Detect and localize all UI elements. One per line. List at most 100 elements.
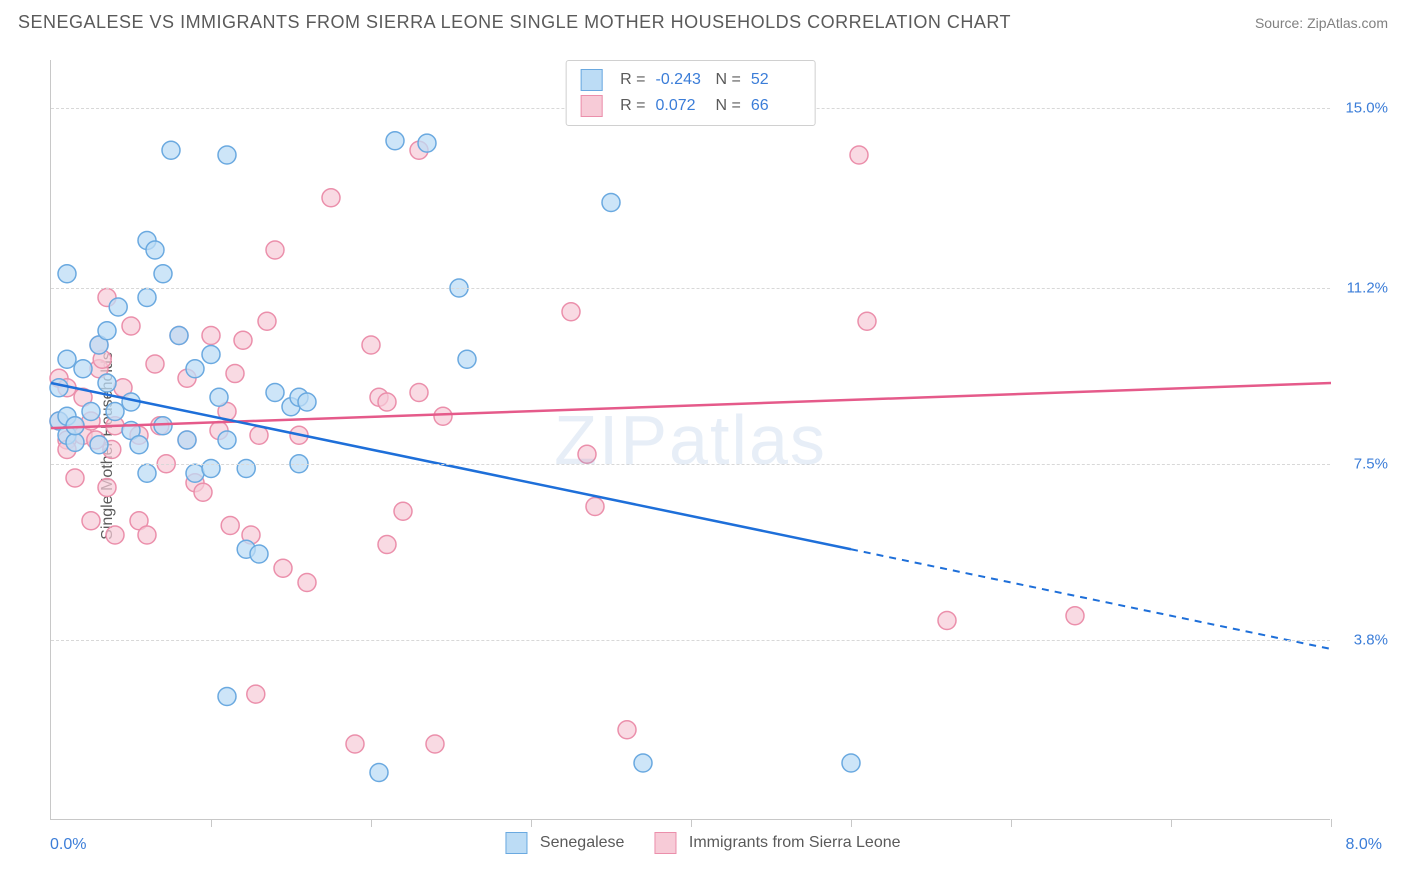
legend-swatch-bottom-b	[654, 832, 676, 854]
series-legend: Senegalese Immigrants from Sierra Leone	[505, 832, 900, 854]
n-value-b: 66	[751, 97, 801, 115]
r-value-b: 0.072	[656, 97, 706, 115]
data-point	[109, 298, 127, 316]
data-point	[98, 479, 116, 497]
data-point	[186, 360, 204, 378]
x-tick	[531, 819, 532, 827]
data-point	[202, 346, 220, 364]
data-point	[362, 336, 380, 354]
series-name-a: Senegalese	[540, 834, 625, 851]
legend-row-a: R = -0.243 N = 52	[580, 67, 801, 93]
data-point	[170, 327, 188, 345]
data-point	[586, 498, 604, 516]
data-point	[434, 407, 452, 425]
data-point	[298, 574, 316, 592]
data-point	[247, 685, 265, 703]
x-tick	[851, 819, 852, 827]
data-point	[154, 265, 172, 283]
data-point	[346, 735, 364, 753]
data-point	[138, 526, 156, 544]
n-label: N =	[716, 97, 741, 115]
gridline	[51, 464, 1330, 465]
x-tick	[1011, 819, 1012, 827]
data-point	[418, 134, 436, 152]
data-point	[250, 545, 268, 563]
data-point	[562, 303, 580, 321]
data-point	[66, 433, 84, 451]
data-point	[90, 436, 108, 454]
data-point	[58, 265, 76, 283]
data-point	[394, 502, 412, 520]
x-tick	[1171, 819, 1172, 827]
plot-area: ZIPatlas R = -0.243 N = 52 R = 0.072 N =…	[50, 60, 1330, 820]
x-tick	[1331, 819, 1332, 827]
x-tick	[211, 819, 212, 827]
data-point	[122, 317, 140, 335]
correlation-legend: R = -0.243 N = 52 R = 0.072 N = 66	[565, 60, 816, 126]
data-point	[226, 365, 244, 383]
data-point	[322, 189, 340, 207]
legend-swatch-a	[580, 69, 602, 91]
data-point	[98, 322, 116, 340]
data-point	[138, 289, 156, 307]
data-point	[98, 374, 116, 392]
legend-item-b: Immigrants from Sierra Leone	[654, 832, 900, 854]
data-point	[74, 360, 92, 378]
x-tick	[691, 819, 692, 827]
data-point	[146, 241, 164, 259]
data-point	[258, 312, 276, 330]
x-axis-min: 0.0%	[50, 836, 86, 854]
r-label: R =	[620, 97, 645, 115]
data-point	[218, 688, 236, 706]
source-label: Source: ZipAtlas.com	[1255, 15, 1388, 31]
data-point	[298, 393, 316, 411]
gridline	[51, 288, 1330, 289]
data-point	[82, 512, 100, 530]
n-label: N =	[716, 71, 741, 89]
r-label: R =	[620, 71, 645, 89]
data-point	[210, 388, 228, 406]
data-point	[250, 426, 268, 444]
trend-line-dashed	[851, 549, 1331, 649]
data-point	[178, 431, 196, 449]
n-value-a: 52	[751, 71, 801, 89]
trend-line	[51, 383, 1331, 428]
gridline	[51, 640, 1330, 641]
data-point	[66, 417, 84, 435]
r-value-a: -0.243	[656, 71, 706, 89]
data-point	[578, 445, 596, 463]
data-point	[266, 241, 284, 259]
data-point	[82, 403, 100, 421]
x-axis-max: 8.0%	[1346, 836, 1382, 854]
y-tick-label: 7.5%	[1354, 455, 1388, 472]
data-point	[850, 146, 868, 164]
plot-svg	[51, 60, 1330, 819]
data-point	[842, 754, 860, 772]
data-point	[938, 612, 956, 630]
data-point	[378, 536, 396, 554]
legend-item-a: Senegalese	[505, 832, 624, 854]
chart-title: SENEGALESE VS IMMIGRANTS FROM SIERRA LEO…	[18, 12, 1011, 33]
data-point	[410, 384, 428, 402]
data-point	[218, 431, 236, 449]
data-point	[221, 517, 239, 535]
data-point	[138, 464, 156, 482]
data-point	[602, 194, 620, 212]
data-point	[634, 754, 652, 772]
data-point	[274, 559, 292, 577]
x-tick	[371, 819, 372, 827]
data-point	[202, 460, 220, 478]
data-point	[218, 146, 236, 164]
data-point	[370, 764, 388, 782]
data-point	[50, 379, 68, 397]
data-point	[106, 526, 124, 544]
chart-container: SENEGALESE VS IMMIGRANTS FROM SIERRA LEO…	[0, 0, 1406, 892]
data-point	[202, 327, 220, 345]
title-bar: SENEGALESE VS IMMIGRANTS FROM SIERRA LEO…	[18, 12, 1388, 33]
data-point	[618, 721, 636, 739]
legend-swatch-b	[580, 95, 602, 117]
y-tick-label: 3.8%	[1354, 631, 1388, 648]
data-point	[386, 132, 404, 150]
y-tick-label: 15.0%	[1345, 99, 1388, 116]
legend-swatch-bottom-a	[505, 832, 527, 854]
